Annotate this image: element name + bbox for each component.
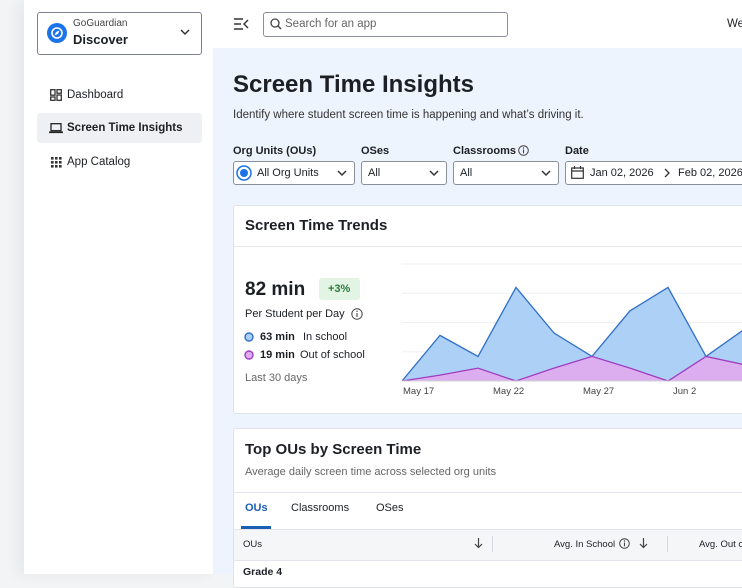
change-text: +3% (328, 283, 351, 295)
x-tick-label: May 27 (583, 386, 614, 397)
per-label: Per Student per Day (245, 308, 345, 320)
nav-item[interactable]: App Catalog (67, 156, 131, 168)
line (402, 355, 742, 382)
user-greeting: We (727, 18, 742, 30)
filter-label: Classrooms (453, 145, 516, 157)
info-icon[interactable] (619, 538, 630, 549)
column-header[interactable]: OUs (243, 539, 262, 550)
divider (234, 492, 742, 493)
date-range[interactable] (565, 161, 742, 185)
column-header[interactable]: Avg. Out of School (699, 539, 742, 550)
legend-dot (244, 332, 254, 342)
x-tick-label: May 17 (403, 386, 434, 397)
period-label: Last 30 days (245, 372, 308, 384)
filter-label: OSes (361, 145, 390, 157)
nav-active-bg (37, 113, 202, 143)
x-tick-label: May 22 (493, 386, 524, 397)
chevron (541, 170, 551, 177)
legend-dot (244, 350, 254, 360)
divider (234, 246, 742, 247)
nav-item-active[interactable]: Screen Time Insights (67, 122, 183, 134)
tab-active[interactable]: OUs (245, 502, 268, 514)
page-subtitle: Identify where student screen time is ha… (233, 109, 584, 121)
card-subtitle: Average daily screen time across selecte… (245, 466, 497, 478)
brand-logo (47, 23, 67, 43)
product: Discover (73, 32, 128, 47)
sort-icon[interactable] (639, 538, 648, 549)
calendar-icon (571, 166, 584, 179)
legend-name: Out of school (300, 349, 365, 361)
sort-icon[interactable] (474, 538, 483, 549)
column-separator (492, 536, 493, 552)
filter-select[interactable] (453, 161, 559, 185)
total-value: 82 min (245, 279, 306, 300)
legend-name: In school (303, 331, 348, 343)
table-cell: Grade 4 (243, 566, 283, 578)
menu-icon[interactable] (234, 18, 249, 30)
x-tick-label: Jun 2 (673, 386, 696, 397)
filter-value: All Org Units (257, 167, 319, 179)
tab[interactable]: Classrooms (291, 502, 350, 514)
filter-label: Org Units (OUs) (233, 145, 317, 157)
dashboard-icon (50, 89, 62, 101)
search-box[interactable] (263, 12, 508, 37)
filter-value: All (368, 167, 381, 179)
filter-label: Date (565, 145, 589, 157)
table-header (234, 529, 742, 561)
card-title: Screen Time Trends (245, 217, 388, 234)
search-placeholder: Search for an app (285, 18, 377, 30)
app-screen: { "sidebar": {"brand": "GoGuardian", "pr… (24, 0, 742, 588)
grid-icon (51, 157, 62, 168)
info-icon[interactable] (351, 308, 363, 320)
date-start: Jan 02, 2026 (590, 167, 654, 179)
nav-item[interactable]: Dashboard (67, 89, 124, 101)
area-chart: May 17 May 22 May 27 Jun 2 (402, 263, 742, 397)
change-badge (319, 278, 360, 300)
area (402, 356, 742, 381)
sidebar (24, 0, 213, 574)
chevron (429, 170, 439, 177)
area (402, 287, 742, 381)
legend-dots (244, 332, 254, 360)
column-separator (667, 536, 668, 552)
chevron (337, 170, 347, 177)
filter-select[interactable] (233, 161, 355, 185)
tab-underline (241, 526, 271, 529)
search-icon (270, 18, 282, 30)
column-header[interactable]: Avg. In School (554, 539, 616, 550)
line (402, 286, 742, 382)
date-end: Feb 02, 2026 (678, 167, 742, 179)
top-ous-card (233, 428, 742, 588)
radio-icon (236, 165, 252, 181)
legend-value: 19 min (260, 349, 295, 361)
tab[interactable]: OSes (376, 502, 404, 514)
card-title: Top OUs by Screen Time (245, 441, 422, 458)
laptop-icon (49, 123, 63, 134)
info-icon[interactable] (518, 145, 529, 156)
page-title: Screen Time Insights (233, 71, 474, 98)
filter-value: All (460, 167, 473, 179)
brand: GoGuardian (73, 18, 128, 29)
arrow (664, 168, 670, 178)
chevron (180, 29, 190, 36)
legend-value: 63 min (260, 331, 295, 343)
